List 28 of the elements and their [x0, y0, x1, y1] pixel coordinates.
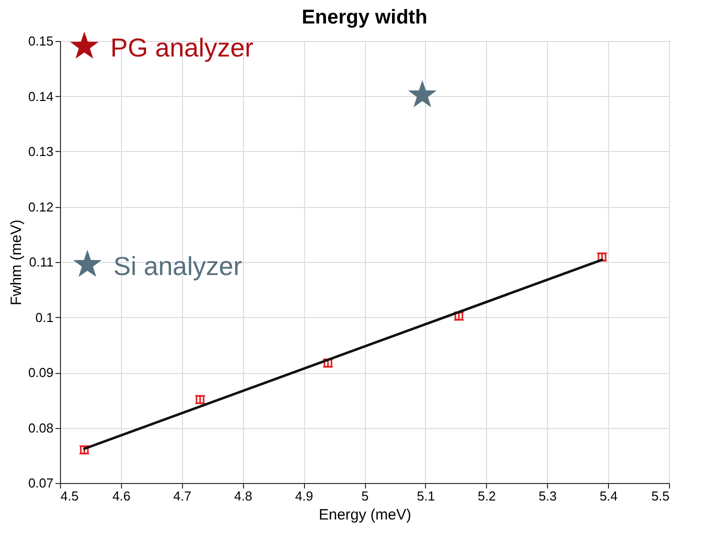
x-tick-label: 5.5	[651, 488, 670, 504]
point	[70, 32, 99, 59]
x-axis-title: Energy (meV)	[318, 506, 412, 524]
point	[73, 250, 102, 277]
x-tick-label: 4.8	[234, 488, 252, 504]
y-tick-label: 0.13	[28, 144, 54, 159]
point	[408, 80, 437, 108]
x-tick-label: 4.5	[60, 488, 79, 504]
y-tick-label: 0.1	[35, 310, 54, 325]
x-tick-label: 5	[361, 488, 369, 504]
x-tick-label: 5.3	[538, 488, 557, 504]
x-tick-label: 4.9	[295, 488, 314, 504]
x-tick-label: 4.6	[112, 488, 130, 504]
x-tick-label: 5.1	[416, 488, 435, 504]
y-tick-label: 0.08	[28, 420, 54, 436]
y-tick-label: 0.11	[29, 254, 54, 270]
y-tick-label: 0.09	[28, 365, 54, 380]
x-tick-label: 4.7	[173, 488, 192, 504]
series-label: Si analyzer	[113, 250, 242, 281]
series-label: PG analyzer	[110, 32, 254, 63]
y-tick-label: 0.15	[28, 34, 54, 48]
chart-title: Energy width	[302, 6, 428, 29]
x-tick-label: 5.4	[600, 488, 618, 504]
y-axis-title: Fwhm (meV)	[8, 220, 26, 306]
y-tick-label: 0.12	[28, 199, 54, 214]
x-tick-label: 5.2	[478, 488, 496, 504]
y-tick-label: 0.07	[28, 476, 54, 490]
y-tick-label: 0.14	[28, 88, 54, 104]
